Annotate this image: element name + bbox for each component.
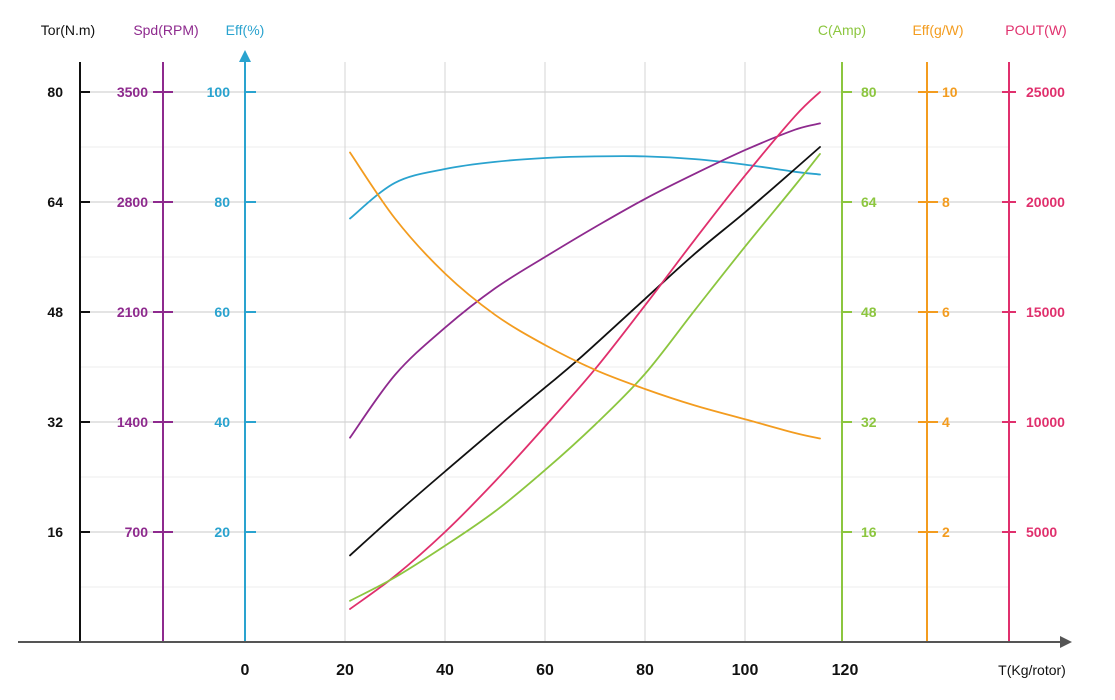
axis-labels: Tor(N.m)1632486480Spd(RPM)70014002100280… [41, 22, 1067, 679]
spd-axis-title: Spd(RPM) [133, 22, 198, 38]
spd-tick-label: 2100 [117, 304, 148, 320]
c-tick-label: 80 [861, 84, 877, 100]
eff-tick-label: 20 [214, 524, 230, 540]
tor-tick-label: 80 [47, 84, 63, 100]
series-pout-line [349, 91, 821, 610]
c-tick-label: 64 [861, 194, 877, 210]
effgw-axis-title: Eff(g/W) [912, 22, 963, 38]
grid [80, 62, 1010, 642]
pout-tick-label: 5000 [1026, 524, 1057, 540]
effgw-tick-label: 6 [942, 304, 950, 320]
tor-tick-label: 32 [47, 414, 63, 430]
eff-axis-arrow [239, 50, 251, 62]
series-lines [349, 91, 821, 610]
effgw-tick-label: 4 [942, 414, 950, 430]
series-spd-line [349, 122, 821, 439]
c-tick-label: 48 [861, 304, 877, 320]
pout-tick-label: 20000 [1026, 194, 1065, 210]
tor-axis-title: Tor(N.m) [41, 22, 95, 38]
x-tick-label: 60 [536, 662, 554, 679]
series-effgw-line [349, 151, 821, 440]
eff-axis-title: Eff(%) [226, 22, 265, 38]
x-tick-label: 80 [636, 662, 654, 679]
c-tick-label: 32 [861, 414, 877, 430]
spd-tick-label: 2800 [117, 194, 148, 210]
series-tor-line [349, 146, 821, 557]
x-tick-label: 0 [241, 662, 250, 679]
series-c-line [349, 153, 821, 602]
c-axis-title: C(Amp) [818, 22, 866, 38]
spd-tick-label: 3500 [117, 84, 148, 100]
spd-tick-label: 1400 [117, 414, 148, 430]
effgw-tick-label: 2 [942, 524, 950, 540]
x-tick-label: 120 [832, 662, 859, 679]
x-axis-arrow [1060, 636, 1072, 648]
pout-tick-label: 10000 [1026, 414, 1065, 430]
tor-tick-label: 16 [47, 524, 63, 540]
x-tick-label: 100 [732, 662, 759, 679]
eff-tick-label: 100 [207, 84, 231, 100]
axes [18, 50, 1072, 648]
effgw-tick-label: 8 [942, 194, 950, 210]
series-eff-line [349, 155, 821, 220]
x-tick-label: 40 [436, 662, 454, 679]
c-tick-label: 16 [861, 524, 877, 540]
eff-tick-label: 40 [214, 414, 230, 430]
spd-tick-label: 700 [125, 524, 149, 540]
tor-tick-label: 64 [47, 194, 63, 210]
effgw-tick-label: 10 [942, 84, 958, 100]
eff-tick-label: 80 [214, 194, 230, 210]
tor-tick-label: 48 [47, 304, 63, 320]
x-tick-label: 20 [336, 662, 354, 679]
x-axis-title: T(Kg/rotor) [998, 662, 1066, 678]
pout-axis-title: POUT(W) [1005, 22, 1066, 38]
pout-tick-label: 15000 [1026, 304, 1065, 320]
eff-tick-label: 60 [214, 304, 230, 320]
pout-tick-label: 25000 [1026, 84, 1065, 100]
